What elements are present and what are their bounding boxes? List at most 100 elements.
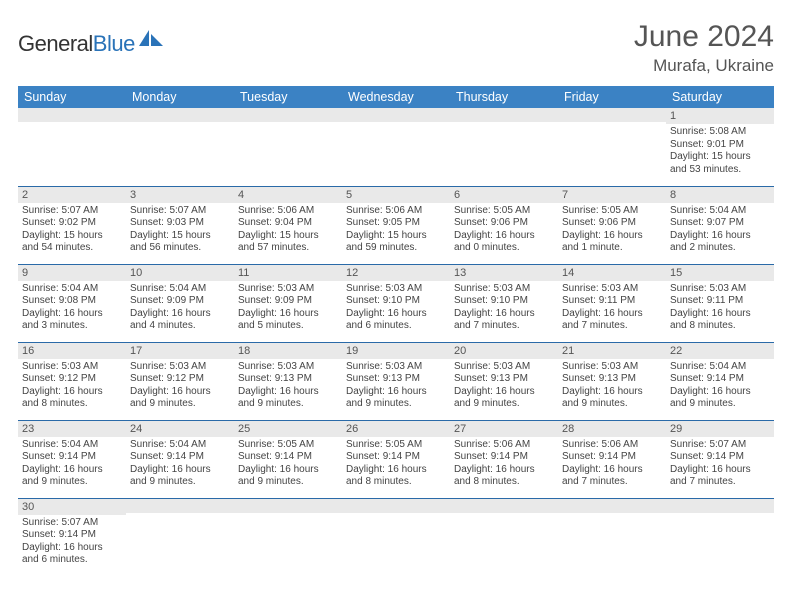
calendar-cell	[342, 498, 450, 576]
day-number: 18	[234, 343, 342, 359]
day-number: 25	[234, 421, 342, 437]
daylight-text: Daylight: 16 hours and 9 minutes.	[346, 386, 446, 411]
calendar-row: 2Sunrise: 5:07 AMSunset: 9:02 PMDaylight…	[18, 186, 774, 264]
weekday-header: Sunday	[18, 86, 126, 108]
day-number: 15	[666, 265, 774, 281]
day-number	[234, 499, 342, 513]
sunset-text: Sunset: 9:14 PM	[130, 451, 230, 464]
calendar-cell: 30Sunrise: 5:07 AMSunset: 9:14 PMDayligh…	[18, 498, 126, 576]
sunset-text: Sunset: 9:13 PM	[346, 373, 446, 386]
day-data: Sunrise: 5:04 AMSunset: 9:08 PMDaylight:…	[18, 281, 126, 337]
calendar-cell: 1Sunrise: 5:08 AMSunset: 9:01 PMDaylight…	[666, 108, 774, 186]
calendar-cell: 10Sunrise: 5:04 AMSunset: 9:09 PMDayligh…	[126, 264, 234, 342]
month-title: June 2024	[634, 20, 774, 54]
weekday-header: Saturday	[666, 86, 774, 108]
day-number: 11	[234, 265, 342, 281]
calendar-cell	[450, 108, 558, 186]
daylight-text: Daylight: 16 hours and 9 minutes.	[130, 386, 230, 411]
daylight-text: Daylight: 15 hours and 59 minutes.	[346, 230, 446, 255]
day-number: 7	[558, 187, 666, 203]
day-data: Sunrise: 5:08 AMSunset: 9:01 PMDaylight:…	[666, 124, 774, 180]
day-number: 14	[558, 265, 666, 281]
sunset-text: Sunset: 9:04 PM	[238, 217, 338, 230]
sunrise-text: Sunrise: 5:03 AM	[346, 361, 446, 374]
calendar-cell: 25Sunrise: 5:05 AMSunset: 9:14 PMDayligh…	[234, 420, 342, 498]
daylight-text: Daylight: 15 hours and 57 minutes.	[238, 230, 338, 255]
sunrise-text: Sunrise: 5:07 AM	[670, 439, 770, 452]
daylight-text: Daylight: 16 hours and 5 minutes.	[238, 308, 338, 333]
sunrise-text: Sunrise: 5:04 AM	[22, 283, 122, 296]
day-number	[558, 108, 666, 122]
calendar-row: 23Sunrise: 5:04 AMSunset: 9:14 PMDayligh…	[18, 420, 774, 498]
day-data: Sunrise: 5:06 AMSunset: 9:14 PMDaylight:…	[450, 437, 558, 493]
day-data: Sunrise: 5:03 AMSunset: 9:13 PMDaylight:…	[342, 359, 450, 415]
calendar-cell: 11 Sunrise: 5:03 AMSunset: 9:09 PMDayligh…	[234, 264, 342, 342]
daylight-text: Daylight: 16 hours and 9 minutes.	[238, 464, 338, 489]
day-number: 21	[558, 343, 666, 359]
sunrise-text: Sunrise: 5:05 AM	[562, 205, 662, 218]
daylight-text: Daylight: 16 hours and 7 minutes.	[670, 464, 770, 489]
day-number	[342, 499, 450, 513]
day-number: 19	[342, 343, 450, 359]
sunrise-text: Sunrise: 5:03 AM	[670, 283, 770, 296]
daylight-text: Daylight: 16 hours and 9 minutes.	[562, 386, 662, 411]
day-data: Sunrise: 5:06 AMSunset: 9:04 PMDaylight:…	[234, 203, 342, 259]
calendar-page: GeneralBlue June 2024 Murafa, Ukraine Su…	[0, 0, 792, 586]
calendar-cell	[126, 498, 234, 576]
calendar-cell: 3Sunrise: 5:07 AMSunset: 9:03 PMDaylight…	[126, 186, 234, 264]
calendar-cell	[126, 108, 234, 186]
sunset-text: Sunset: 9:09 PM	[130, 295, 230, 308]
calendar-cell: 6Sunrise: 5:05 AMSunset: 9:06 PMDaylight…	[450, 186, 558, 264]
day-data: Sunrise: 5:03 AMSunset: 9:13 PMDaylight:…	[450, 359, 558, 415]
sunrise-text: Sunrise: 5:07 AM	[22, 517, 122, 530]
title-block: June 2024 Murafa, Ukraine	[634, 20, 774, 76]
day-number	[234, 108, 342, 122]
daylight-text: Daylight: 15 hours and 54 minutes.	[22, 230, 122, 255]
day-number	[342, 108, 450, 122]
sunrise-text: Sunrise: 5:03 AM	[562, 283, 662, 296]
calendar-cell: 26Sunrise: 5:05 AMSunset: 9:14 PMDayligh…	[342, 420, 450, 498]
calendar-row: 30Sunrise: 5:07 AMSunset: 9:14 PMDayligh…	[18, 498, 774, 576]
calendar-cell	[234, 108, 342, 186]
daylight-text: Daylight: 16 hours and 3 minutes.	[22, 308, 122, 333]
day-data: Sunrise: 5:06 AMSunset: 9:14 PMDaylight:…	[558, 437, 666, 493]
day-number: 10	[126, 265, 234, 281]
location-label: Murafa, Ukraine	[634, 56, 774, 76]
calendar-row: 16Sunrise: 5:03 AMSunset: 9:12 PMDayligh…	[18, 342, 774, 420]
sunset-text: Sunset: 9:14 PM	[346, 451, 446, 464]
daylight-text: Daylight: 16 hours and 2 minutes.	[670, 230, 770, 255]
sunrise-text: Sunrise: 5:06 AM	[238, 205, 338, 218]
brand-name-2: Blue	[93, 31, 135, 57]
sunrise-text: Sunrise: 5:07 AM	[22, 205, 122, 218]
weekday-header: Friday	[558, 86, 666, 108]
daylight-text: Daylight: 16 hours and 4 minutes.	[130, 308, 230, 333]
day-data: Sunrise: 5:06 AMSunset: 9:05 PMDaylight:…	[342, 203, 450, 259]
calendar-row: 9Sunrise: 5:04 AMSunset: 9:08 PMDaylight…	[18, 264, 774, 342]
calendar-cell: 20Sunrise: 5:03 AMSunset: 9:13 PMDayligh…	[450, 342, 558, 420]
day-number: 6	[450, 187, 558, 203]
sunset-text: Sunset: 9:09 PM	[238, 295, 338, 308]
calendar-cell: 27Sunrise: 5:06 AMSunset: 9:14 PMDayligh…	[450, 420, 558, 498]
calendar-row: 1Sunrise: 5:08 AMSunset: 9:01 PMDaylight…	[18, 108, 774, 186]
day-number	[126, 499, 234, 513]
day-data: Sunrise: 5:05 AMSunset: 9:14 PMDaylight:…	[342, 437, 450, 493]
calendar-cell: 23Sunrise: 5:04 AMSunset: 9:14 PMDayligh…	[18, 420, 126, 498]
sunrise-text: Sunrise: 5:04 AM	[670, 205, 770, 218]
sunset-text: Sunset: 9:13 PM	[238, 373, 338, 386]
sunset-text: Sunset: 9:06 PM	[562, 217, 662, 230]
day-number: 27	[450, 421, 558, 437]
daylight-text: Daylight: 15 hours and 56 minutes.	[130, 230, 230, 255]
daylight-text: Daylight: 16 hours and 7 minutes.	[562, 464, 662, 489]
daylight-text: Daylight: 16 hours and 7 minutes.	[562, 308, 662, 333]
daylight-text: Daylight: 16 hours and 9 minutes.	[670, 386, 770, 411]
day-data: Sunrise: 5:04 AMSunset: 9:07 PMDaylight:…	[666, 203, 774, 259]
calendar-cell	[666, 498, 774, 576]
sunset-text: Sunset: 9:12 PM	[130, 373, 230, 386]
calendar-cell	[234, 498, 342, 576]
sunrise-text: Sunrise: 5:03 AM	[238, 283, 338, 296]
weekday-header: Tuesday	[234, 86, 342, 108]
calendar-cell: 4Sunrise: 5:06 AMSunset: 9:04 PMDaylight…	[234, 186, 342, 264]
weekday-header: Thursday	[450, 86, 558, 108]
daylight-text: Daylight: 16 hours and 7 minutes.	[454, 308, 554, 333]
daylight-text: Daylight: 16 hours and 1 minute.	[562, 230, 662, 255]
